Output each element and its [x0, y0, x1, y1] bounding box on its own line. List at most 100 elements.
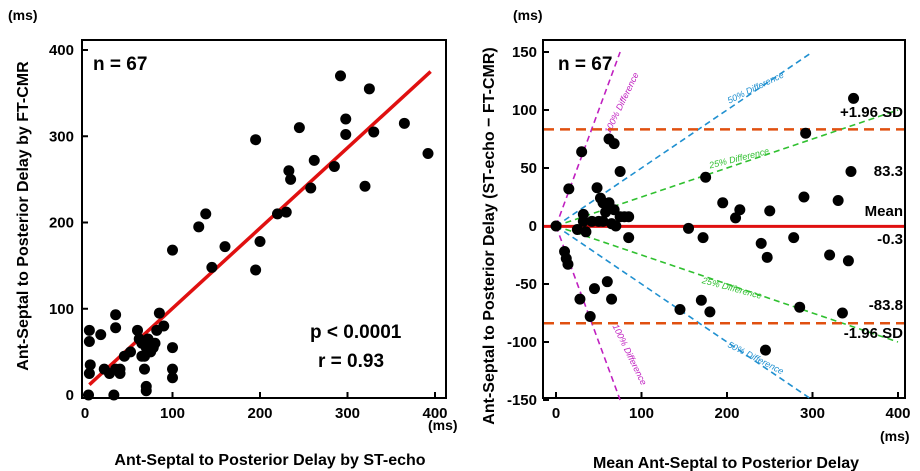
left-x-axis-title: Ant-Septal to Posterior Delay by ST-echo — [114, 452, 425, 469]
data-point — [608, 138, 620, 150]
data-point — [340, 113, 352, 125]
right-x-axis-title: Mean Ant-Septal to Posterior Delay — [593, 455, 859, 471]
data-point — [562, 258, 574, 270]
data-point — [114, 367, 126, 379]
data-point — [591, 182, 603, 194]
left-plot-frame — [81, 39, 447, 399]
data-point — [588, 283, 600, 295]
data-point — [845, 165, 857, 177]
data-point — [571, 223, 583, 235]
data-point — [308, 154, 320, 166]
data-point — [794, 301, 806, 313]
data-point — [563, 183, 575, 195]
left-y-tick-label: 200 — [49, 215, 74, 232]
right-x-tick-label: 300 — [800, 405, 825, 422]
data-point — [340, 129, 352, 141]
data-point — [697, 232, 709, 244]
data-point — [335, 70, 346, 82]
data-point — [368, 126, 380, 138]
data-point — [606, 293, 618, 305]
upper-loa-value: 83.3 — [874, 163, 903, 180]
data-point — [272, 208, 283, 220]
data-point — [110, 322, 122, 334]
data-point — [359, 180, 371, 192]
data-point — [200, 208, 212, 220]
data-point — [577, 208, 589, 220]
right-y-tick-label: -50 — [515, 276, 537, 293]
right-y-tick-label: -100 — [507, 334, 537, 351]
data-point — [132, 324, 143, 336]
data-point — [108, 389, 120, 401]
data-point — [125, 346, 136, 358]
data-point — [83, 336, 95, 348]
left-y-tick-label: 300 — [49, 128, 74, 145]
left-x-tick-label: 200 — [247, 405, 272, 422]
data-point — [285, 173, 297, 185]
data-point — [250, 134, 262, 146]
data-point — [610, 220, 622, 232]
data-point — [584, 310, 596, 322]
data-point — [149, 337, 161, 349]
right-chart: (ms) (ms) Mean Ant-Septal to Posterior D… — [481, 7, 911, 471]
data-point — [363, 83, 375, 95]
data-point — [193, 221, 205, 233]
data-point — [84, 359, 96, 371]
right-x-unit: (ms) — [880, 428, 910, 444]
data-point — [293, 122, 305, 134]
data-point — [695, 294, 707, 306]
data-point — [700, 171, 712, 183]
data-point — [167, 244, 178, 256]
left-x-unit: (ms) — [428, 417, 458, 433]
right-y-tick-label: 0 — [529, 218, 537, 235]
data-point — [842, 255, 854, 267]
data-point — [824, 249, 836, 261]
data-point — [136, 350, 148, 362]
right-y-tick-label: -150 — [507, 392, 537, 409]
data-point — [623, 211, 635, 223]
data-point — [614, 165, 626, 177]
left-ticks: 0 100 200 300 400 0 100 200 300 400 — [49, 42, 448, 422]
data-point — [674, 304, 686, 316]
data-point — [280, 206, 292, 218]
reference-line-label: 50% Difference — [726, 70, 786, 106]
data-point — [140, 385, 152, 397]
data-point — [761, 251, 773, 263]
data-point — [83, 367, 95, 379]
left-x-tick-label: 400 — [422, 405, 447, 422]
right-y-axis-title: Ant-Septal to Posterior Delay (ST-echo −… — [481, 47, 498, 424]
data-point — [848, 92, 860, 104]
right-plot-frame — [542, 39, 906, 399]
data-point — [704, 306, 716, 318]
data-point — [623, 232, 635, 244]
reference-line-label: 25% Difference — [700, 275, 763, 301]
left-y-tick-label: 100 — [49, 301, 74, 318]
upper-loa-label: +1.96 SD — [840, 104, 903, 121]
data-point — [206, 261, 218, 273]
left-chart: (ms) (ms) Ant-Septal to Posterior Delay … — [8, 7, 458, 469]
left-y-tick-label: 0 — [66, 387, 74, 404]
data-point — [328, 160, 340, 172]
regression-line — [88, 70, 432, 386]
right-y-tick-label: 150 — [512, 44, 537, 61]
data-point — [110, 309, 122, 321]
mean-label: Mean — [865, 203, 903, 220]
data-point — [254, 235, 266, 247]
right-x-tick-label: 0 — [552, 405, 560, 422]
left-p-label: p < 0.0001 — [310, 322, 402, 343]
right-y-tick-label: 100 — [512, 102, 537, 119]
data-point — [755, 237, 767, 249]
data-point — [764, 205, 776, 217]
right-x-tick-label: 100 — [629, 405, 654, 422]
lower-loa-value: -83.8 — [869, 297, 903, 314]
data-point — [580, 226, 592, 238]
right-x-tick-label: 400 — [885, 405, 910, 422]
right-y-tick-label: 50 — [520, 160, 537, 177]
left-n-label: n = 67 — [93, 54, 147, 75]
data-point — [600, 206, 612, 218]
reference-line-label: 100% Difference — [611, 323, 649, 387]
left-x-tick-label: 100 — [160, 405, 185, 422]
right-points — [550, 92, 860, 356]
right-y-unit: (ms) — [513, 7, 543, 23]
right-x-tick-label: 200 — [714, 405, 739, 422]
